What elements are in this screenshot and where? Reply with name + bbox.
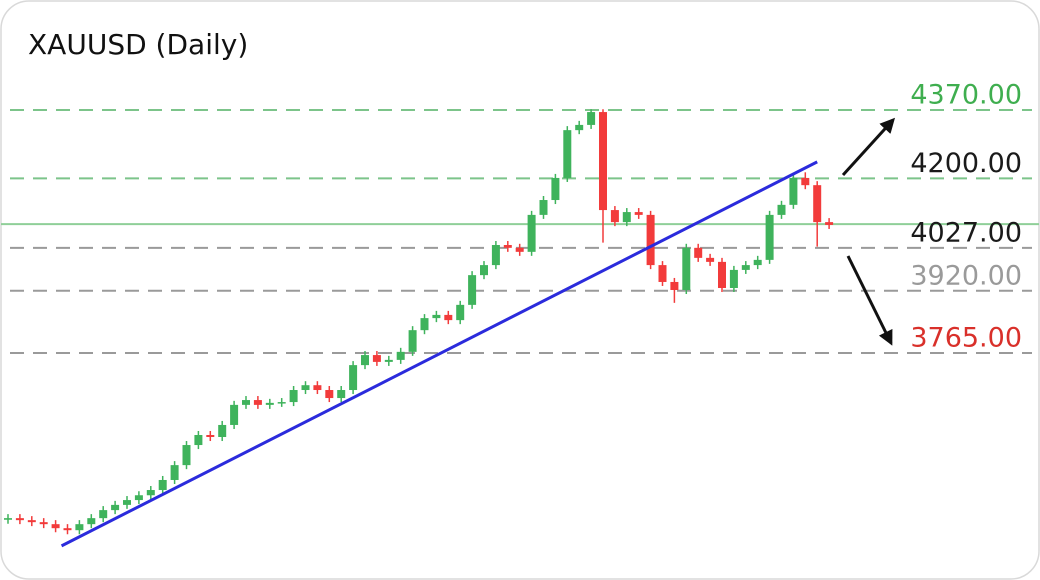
candle-body xyxy=(372,355,381,362)
candle-body xyxy=(670,281,679,290)
candle-body xyxy=(87,518,96,525)
candle-body xyxy=(551,177,560,201)
candle-body xyxy=(337,390,346,399)
candle-body xyxy=(301,385,310,391)
down-arrow xyxy=(846,255,893,346)
level-label: 4027.00 xyxy=(910,217,1022,248)
candle-body xyxy=(39,522,48,525)
candle-body xyxy=(146,490,155,496)
candle-body xyxy=(99,510,108,519)
candle-body xyxy=(741,265,750,270)
candle-body xyxy=(729,269,738,288)
candle-body xyxy=(539,200,548,215)
candle-body xyxy=(27,520,36,523)
candle-body xyxy=(218,424,227,438)
candle-body xyxy=(15,518,24,521)
candle-body xyxy=(182,445,191,466)
candle-body xyxy=(408,330,417,352)
candle-body xyxy=(134,495,143,501)
candle-body xyxy=(634,212,643,215)
candle-body xyxy=(111,504,120,511)
candle-body xyxy=(4,518,12,520)
candle-body xyxy=(396,351,405,360)
candle-body xyxy=(468,275,477,305)
candle-body xyxy=(75,524,84,531)
candle-body xyxy=(801,177,810,186)
level-label: 4200.00 xyxy=(910,148,1022,179)
candle-body xyxy=(491,245,500,266)
candle-body xyxy=(170,465,179,480)
level-label: 3920.00 xyxy=(910,260,1022,291)
candle-body xyxy=(265,402,274,405)
candle-body xyxy=(813,185,822,223)
candle-body xyxy=(610,210,619,223)
candle-body xyxy=(63,528,72,531)
candle-body xyxy=(158,479,167,491)
candle-body xyxy=(599,112,607,211)
candle-body xyxy=(622,212,631,223)
candle-body xyxy=(765,214,774,260)
candle-body xyxy=(444,314,453,321)
candle-body xyxy=(432,314,441,319)
level-label: 4370.00 xyxy=(910,80,1022,111)
plot xyxy=(1,109,1039,548)
candle-body xyxy=(289,390,298,403)
candle-body xyxy=(777,204,786,215)
candle-body xyxy=(587,112,596,125)
candle-body xyxy=(420,318,429,331)
candle-body xyxy=(503,245,512,248)
candle-body xyxy=(456,304,465,321)
candle-body xyxy=(718,261,726,288)
candle-body xyxy=(325,390,334,399)
candle-body xyxy=(361,355,369,366)
trendline xyxy=(60,160,818,548)
candle-body xyxy=(563,130,572,178)
candle-body xyxy=(575,124,584,131)
candle-body xyxy=(349,365,358,391)
candle-body xyxy=(694,247,703,258)
candle-body xyxy=(123,500,131,505)
candle-body xyxy=(825,222,834,225)
candle-body xyxy=(253,400,262,405)
candle-body xyxy=(753,259,762,266)
candle-body xyxy=(646,214,655,266)
candle-body xyxy=(706,257,715,262)
candle-body xyxy=(277,402,286,404)
candle-body xyxy=(384,359,393,362)
candle-body xyxy=(480,265,488,276)
candle-body xyxy=(515,247,524,252)
candle-body xyxy=(242,400,250,405)
up-arrow xyxy=(841,117,896,177)
candle-body xyxy=(658,265,667,282)
candle-body xyxy=(527,214,536,252)
candle-body xyxy=(194,435,203,446)
level-label: 3765.00 xyxy=(910,323,1022,354)
chart-title: XAUUSD (Daily) xyxy=(28,28,248,61)
candle-body xyxy=(230,404,239,425)
candle-body xyxy=(51,524,60,529)
candle-body xyxy=(313,385,322,391)
candle-body xyxy=(206,435,215,438)
candle-body xyxy=(682,247,691,290)
candle-body xyxy=(789,177,798,205)
